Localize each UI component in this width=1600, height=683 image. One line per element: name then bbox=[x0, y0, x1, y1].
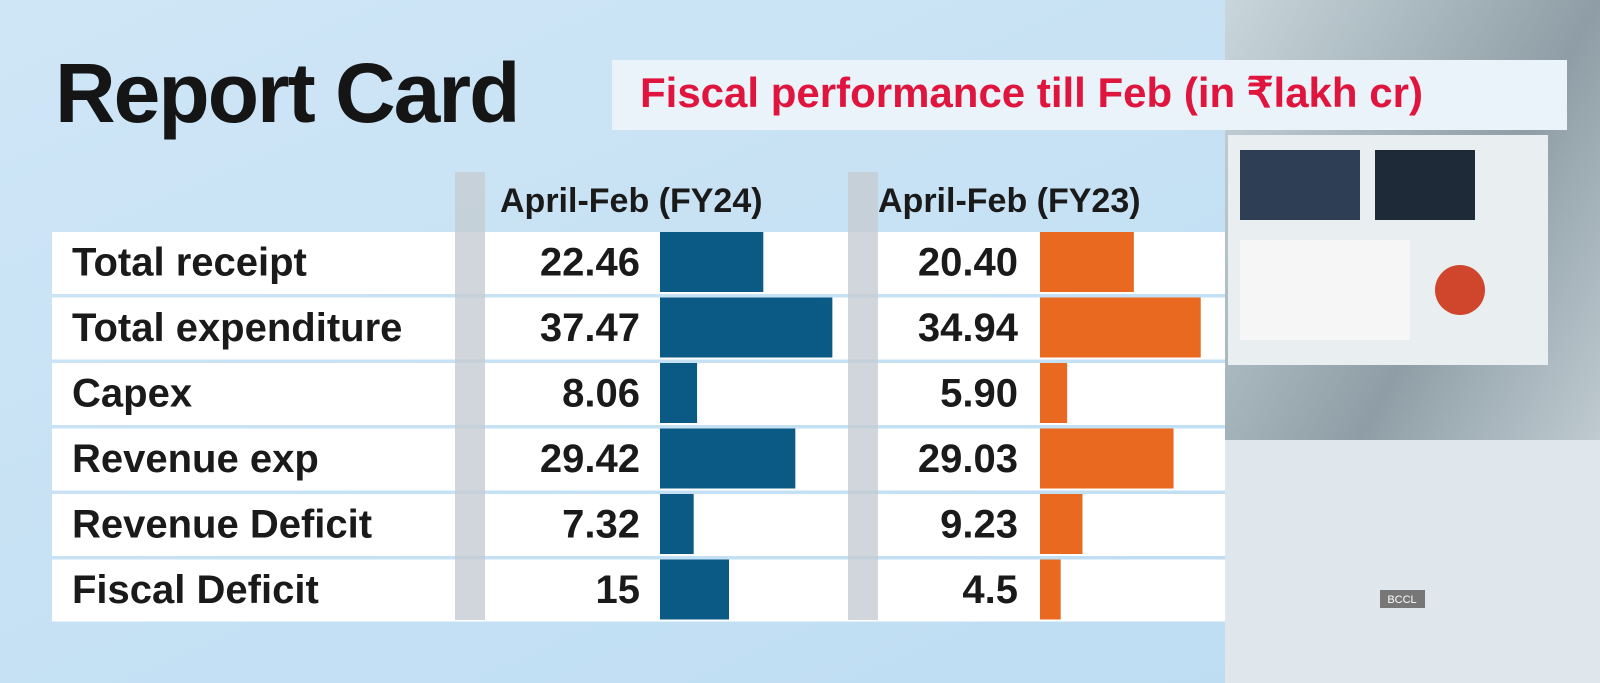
row-label: Total receipt bbox=[72, 241, 307, 285]
row-bg bbox=[52, 494, 1232, 556]
bar bbox=[660, 232, 764, 292]
row-label: Fiscal Deficit bbox=[72, 568, 319, 612]
bar bbox=[1040, 232, 1134, 292]
value-label: 9.23 bbox=[940, 503, 1018, 547]
photo-desk bbox=[1225, 440, 1600, 683]
row-bg bbox=[52, 559, 1232, 622]
row-label: Revenue exp bbox=[72, 437, 319, 481]
photo-panel bbox=[1240, 150, 1360, 220]
photo-pie bbox=[1435, 265, 1485, 315]
bar bbox=[660, 297, 833, 358]
value-label: 20.40 bbox=[918, 241, 1018, 285]
photo-panel bbox=[1375, 150, 1475, 220]
subtitle-box bbox=[612, 60, 1567, 130]
row-bg bbox=[52, 297, 1232, 360]
column-separator bbox=[455, 172, 485, 620]
row-bg bbox=[52, 363, 1232, 425]
credit-box bbox=[1380, 590, 1425, 608]
bar bbox=[660, 363, 698, 423]
bar bbox=[1040, 363, 1068, 423]
value-label: 37.47 bbox=[540, 306, 640, 350]
bar bbox=[1040, 494, 1083, 554]
value-label: 5.90 bbox=[940, 372, 1018, 416]
value-label: 29.03 bbox=[918, 437, 1018, 481]
value-label: 29.42 bbox=[540, 437, 640, 481]
value-label: 22.46 bbox=[540, 241, 640, 285]
value-label: 8.06 bbox=[562, 372, 640, 416]
value-label: 34.94 bbox=[918, 306, 1019, 350]
value-label: 7.32 bbox=[562, 503, 640, 547]
credit: BCCL bbox=[1387, 594, 1416, 606]
bar bbox=[1040, 428, 1174, 489]
value-label: 15 bbox=[596, 568, 641, 612]
legend-entry: April-Feb (FY24) bbox=[500, 182, 763, 220]
bar bbox=[660, 559, 729, 620]
row-label: Total expenditure bbox=[72, 306, 402, 350]
bar bbox=[660, 428, 796, 489]
chart-subtitle: Fiscal performance till Feb (in ₹lakh cr… bbox=[640, 69, 1423, 116]
row-bg bbox=[52, 428, 1232, 491]
bar bbox=[1040, 559, 1061, 620]
bar bbox=[1040, 297, 1201, 358]
row-bg bbox=[52, 232, 1232, 294]
legend-entry: April-Feb (FY23) bbox=[878, 182, 1141, 220]
row-label: Revenue Deficit bbox=[72, 503, 372, 547]
chart-title: Report Card bbox=[55, 46, 518, 140]
value-label: 4.5 bbox=[962, 568, 1018, 612]
row-label: Capex bbox=[72, 372, 192, 416]
column-separator bbox=[848, 172, 878, 620]
photo-panel bbox=[1240, 240, 1410, 340]
bar bbox=[660, 494, 694, 554]
